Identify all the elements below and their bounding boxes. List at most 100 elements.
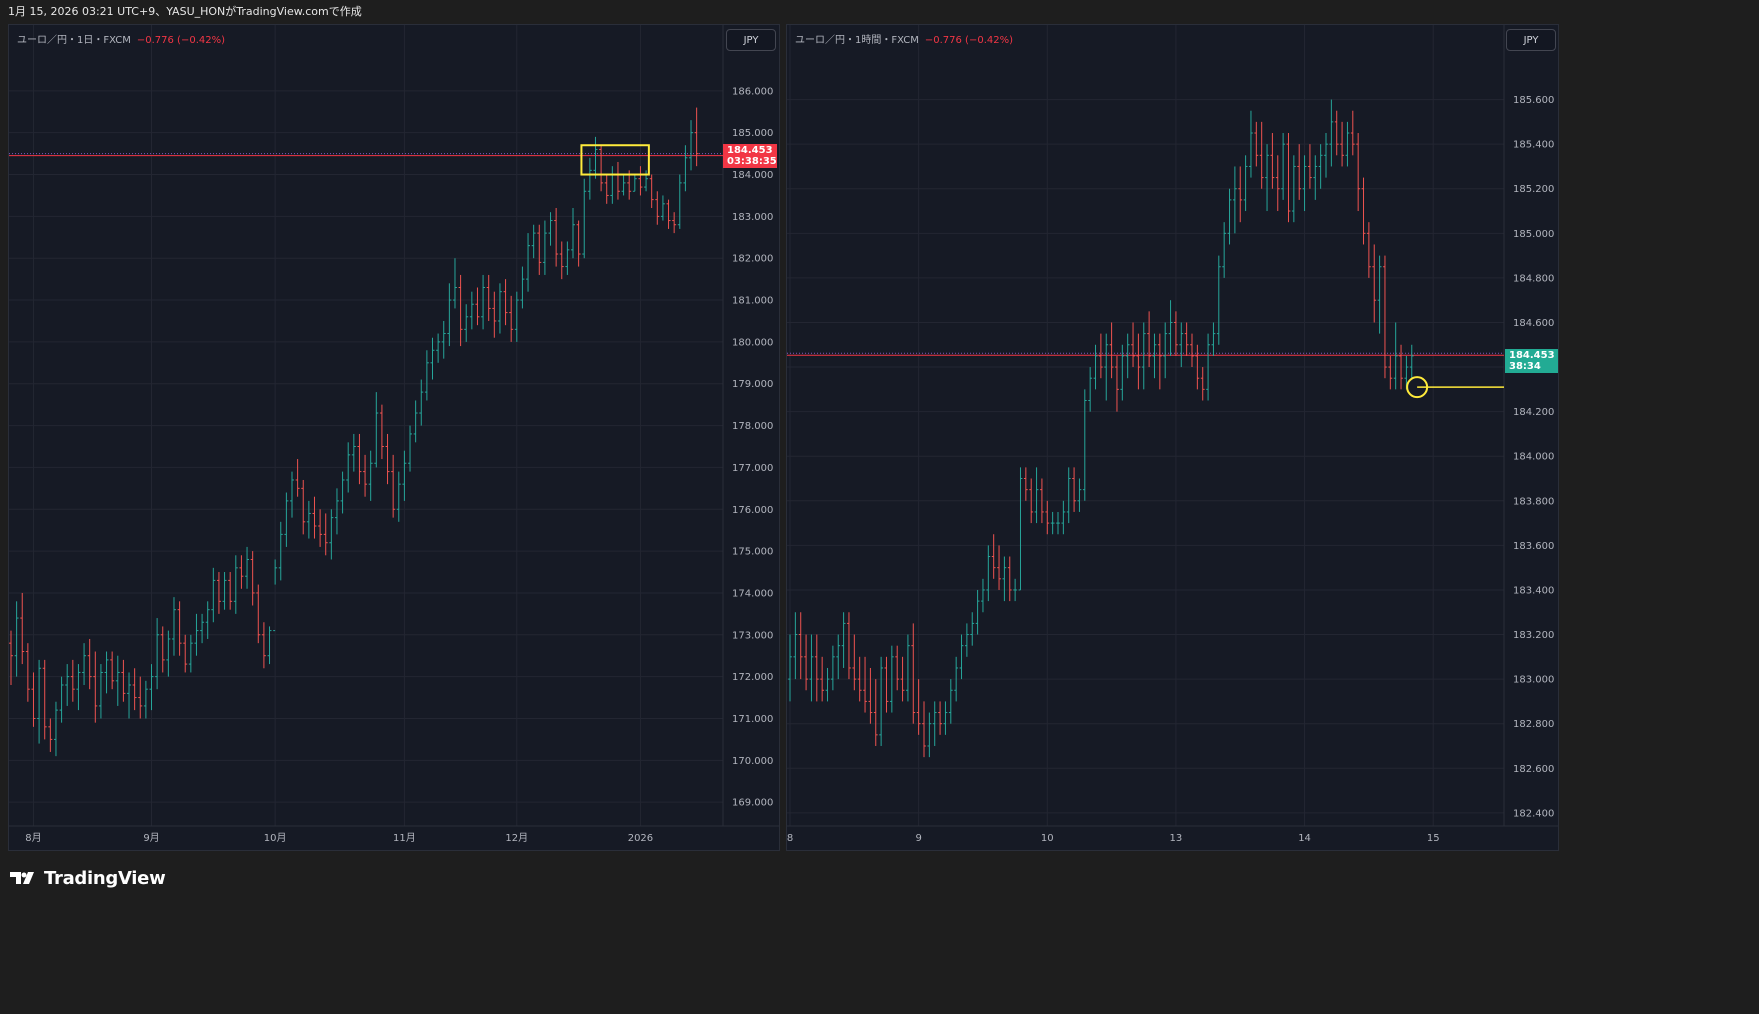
ohlc-bar xyxy=(1361,177,1366,245)
ohlc-bar xyxy=(649,174,654,208)
currency-button[interactable]: JPY xyxy=(726,29,776,51)
ohlc-bar xyxy=(121,659,126,702)
ohlc-bar xyxy=(48,718,53,752)
ohlc-bar xyxy=(1104,333,1109,401)
tradingview-logo: TradingView xyxy=(10,864,166,892)
ohlc-bar xyxy=(1206,333,1210,401)
price-tick-label: 185.600 xyxy=(1513,95,1554,106)
price-tick-label: 174.000 xyxy=(732,588,773,599)
chart-legend: ユーロ／円・1時間・FXCM −0.776 (−0.42%) xyxy=(795,31,1013,46)
ohlc-bar xyxy=(638,166,643,196)
price-tick-label: 183.800 xyxy=(1513,496,1554,507)
chart-panel-daily[interactable]: 169.000 170.000 171.000 172.000 173.000 174.0… xyxy=(8,24,780,851)
ohlc-bar xyxy=(340,471,345,514)
ohlc-bar xyxy=(233,555,238,614)
ohlc-bar xyxy=(1061,500,1066,535)
ohlc-bar xyxy=(1275,155,1280,212)
ohlc-bar xyxy=(481,274,486,330)
last-price-value: 184.453 xyxy=(727,145,773,156)
ohlc-bar xyxy=(788,634,792,702)
ohlc-bar xyxy=(1184,322,1189,356)
ohlc-bar xyxy=(76,664,81,711)
chart-panel-hourly[interactable]: 182.400 182.600 182.800 183.000 183.200 183.4… xyxy=(786,24,1559,851)
ohlc-bar xyxy=(408,425,412,472)
time-tick-label: 13 xyxy=(1170,833,1183,844)
ohlc-bar xyxy=(841,612,846,668)
ohlc-bar xyxy=(20,592,25,665)
symbol-label: ユーロ／円・1時間・FXCM xyxy=(795,35,919,46)
ohlc-bar xyxy=(666,199,671,229)
ohlc-bar xyxy=(852,634,857,691)
ohlc-bar xyxy=(1340,121,1344,167)
ohlc-bar xyxy=(683,145,688,192)
ohlc-bar xyxy=(1040,478,1044,524)
ohlc-bar xyxy=(222,572,227,610)
ohlc-bar xyxy=(245,546,250,589)
ohlc-bar xyxy=(1141,322,1146,390)
ohlc-bar xyxy=(514,291,519,342)
ohlc-bar xyxy=(900,656,905,702)
ohlc-bar xyxy=(424,350,429,401)
price-tick-label: 177.000 xyxy=(732,463,773,474)
ohlc-bar xyxy=(1238,166,1243,223)
ohlc-bar xyxy=(385,433,390,485)
ohlc-bar xyxy=(250,551,255,606)
ohlc-bar xyxy=(1334,110,1339,156)
ohlc-bar xyxy=(1233,166,1237,234)
ohlc-bar xyxy=(604,174,609,204)
price-tick-label: 170.000 xyxy=(732,756,773,767)
ohlc-bar xyxy=(1356,133,1361,212)
ohlc-bar xyxy=(677,174,682,229)
price-tick-label: 184.000 xyxy=(1513,452,1554,463)
ohlc-bar xyxy=(31,672,36,727)
time-tick-label: 12月 xyxy=(505,832,528,844)
ohlc-bar xyxy=(368,450,373,501)
ohlc-bar xyxy=(689,120,693,171)
ohlc-bar xyxy=(104,651,109,694)
hourly-chart-svg[interactable]: 182.400 182.600 182.800 183.000 183.200 183.4… xyxy=(787,25,1559,851)
daily-chart-svg[interactable]: 169.000 170.000 171.000 172.000 173.000 174.0… xyxy=(9,25,780,851)
time-tick-label: 15 xyxy=(1427,833,1440,844)
ohlc-bar xyxy=(334,488,339,535)
price-tick-label: 180.000 xyxy=(732,337,773,348)
ohlc-bar xyxy=(1281,133,1285,200)
ohlc-bar xyxy=(1125,333,1130,379)
brand-name: TradingView xyxy=(44,867,166,889)
ohlc-bar xyxy=(396,471,401,522)
ohlc-bar xyxy=(379,404,384,460)
time-tick-label: 9 xyxy=(915,833,921,844)
ohlc-bar xyxy=(820,656,825,702)
ohlc-bar xyxy=(1190,333,1194,368)
currency-button[interactable]: JPY xyxy=(1506,29,1556,51)
ohlc-bar xyxy=(278,521,283,581)
ohlc-bar xyxy=(959,634,964,680)
ohlc-bar xyxy=(441,320,446,359)
ohlc-bar xyxy=(284,492,289,547)
ohlc-bar xyxy=(1136,333,1141,390)
ohlc-bar xyxy=(1200,367,1205,401)
ohlc-bar xyxy=(346,442,351,493)
price-tick-label: 184.200 xyxy=(1513,407,1554,418)
ohlc-bar xyxy=(9,630,13,685)
bar-countdown: 03:38:35 xyxy=(727,156,777,167)
ohlc-bar xyxy=(873,679,878,746)
price-tick-label: 182.800 xyxy=(1513,719,1554,730)
price-tick-label: 183.200 xyxy=(1513,630,1554,641)
ohlc-bar xyxy=(831,645,835,691)
ohlc-bar xyxy=(1216,255,1221,345)
price-tick-label: 181.000 xyxy=(732,296,773,307)
ohlc-bar xyxy=(932,701,937,746)
ohlc-bar xyxy=(1168,300,1173,356)
ohlc-bar xyxy=(318,509,323,547)
ohlc-bar xyxy=(82,643,87,685)
ohlc-bar xyxy=(486,274,491,321)
ohlc-bar xyxy=(1350,110,1355,156)
ohlc-bar xyxy=(1002,556,1007,602)
ohlc-bar xyxy=(267,626,272,665)
ohlc-bar xyxy=(660,195,665,221)
price-tick-label: 182.400 xyxy=(1513,808,1554,819)
ohlc-bar xyxy=(138,676,143,719)
ohlc-bar xyxy=(430,337,435,380)
price-tick-label: 185.000 xyxy=(1513,229,1554,240)
ohlc-bar xyxy=(132,668,137,711)
